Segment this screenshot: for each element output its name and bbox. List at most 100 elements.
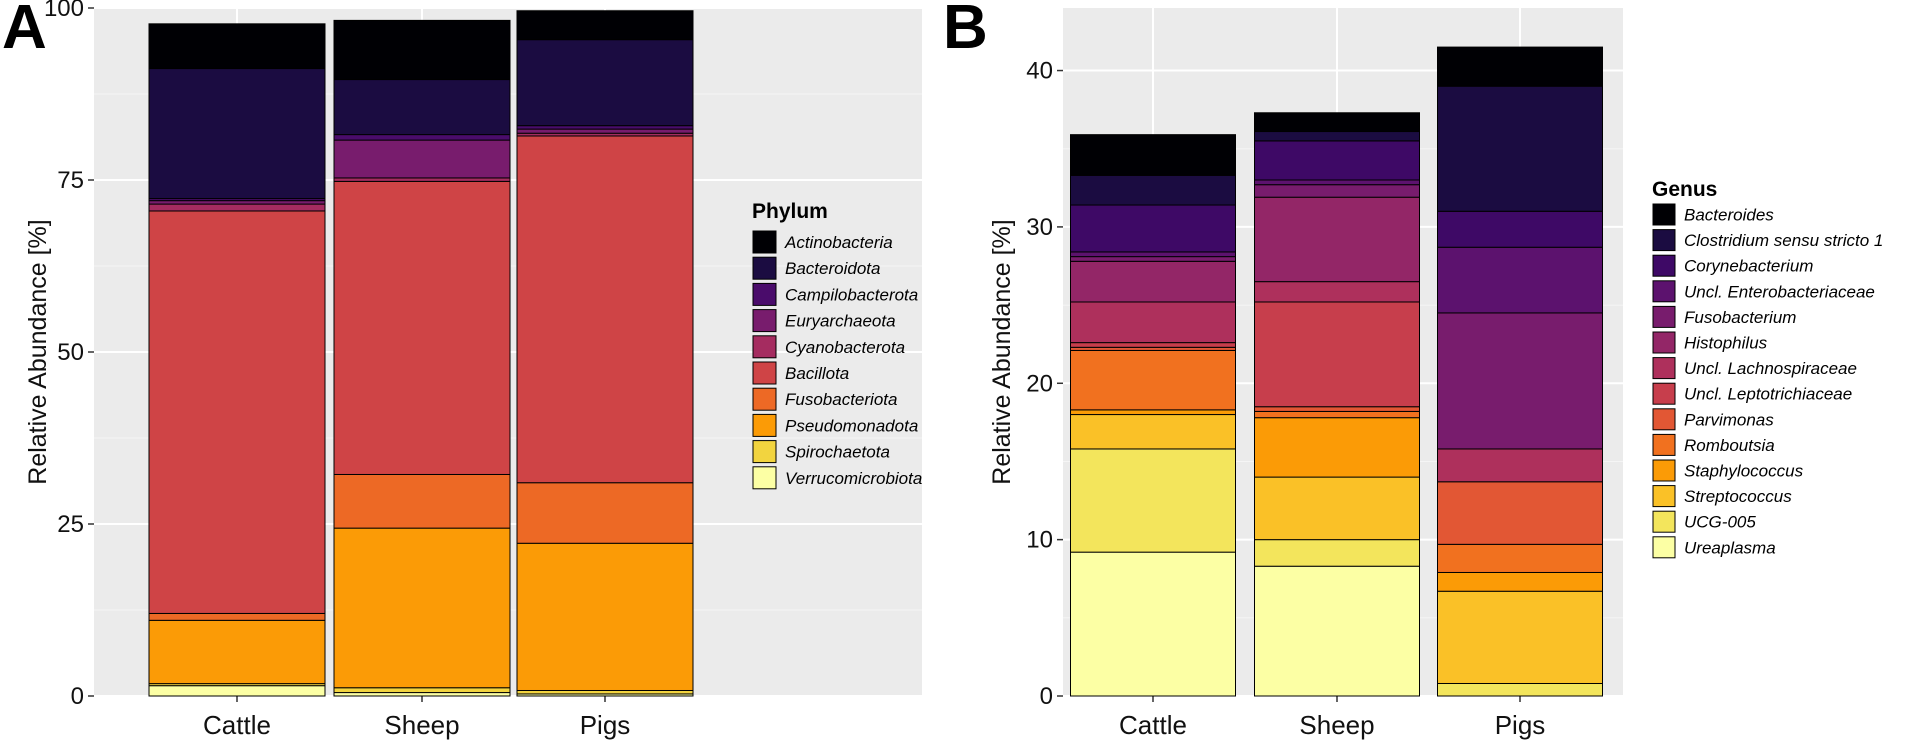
panel-a-legend-label: Bacteroidota — [785, 259, 880, 278]
panel-b-legend-label: Histophilus — [1684, 334, 1768, 353]
panel-a-legend-key — [752, 335, 777, 359]
panel-a-bar-segment — [148, 210, 326, 614]
panel-a-bar-segment — [148, 68, 326, 200]
panel-b-bar-segment — [1070, 448, 1236, 553]
panel-b-legend-key — [1652, 510, 1676, 533]
panel-a-legend-label: Bacillota — [785, 364, 849, 383]
panel-a-legend-label: Campilobacterota — [785, 285, 918, 304]
panel-b-bar-segment — [1254, 565, 1420, 697]
panel-b-bar-segment — [1437, 85, 1603, 212]
panel-b-bar-segment — [1437, 210, 1603, 248]
panel-a-legend-key — [752, 440, 777, 464]
panel-b-letter: B — [943, 0, 988, 62]
panel-b-bar-segment — [1070, 414, 1236, 450]
panel-a-legend-key — [752, 466, 777, 490]
panel-a-legend-key — [752, 361, 777, 385]
panel-a-bar-segment — [516, 542, 694, 691]
panel-b-bar-segment — [1254, 131, 1420, 142]
panel-b-legend-label: Parvimonas — [1684, 410, 1774, 429]
panel-b-legend-key — [1652, 229, 1676, 252]
panel-b-bar-segment — [1070, 174, 1236, 206]
panel-b-bar-segment — [1254, 410, 1420, 419]
panel-a-bar-segment — [516, 482, 694, 544]
panel-b-bar-segment — [1437, 543, 1603, 573]
panel-b-legend-key — [1652, 305, 1676, 328]
panel-a-bar-segment — [516, 689, 694, 695]
panel-b-legend-label: UCG-005 — [1684, 513, 1756, 532]
panel-a-y-tick-label: 75 — [57, 167, 84, 194]
panel-a-bar-segment — [333, 139, 511, 179]
panel-a-legend-key — [752, 309, 777, 333]
panel-a-legend-key — [752, 256, 777, 280]
panel-b-legend-key — [1652, 382, 1676, 405]
panel-b-legend-label: Streptococcus — [1684, 487, 1792, 506]
panel-a-bar-segment — [333, 692, 511, 697]
panel-b-legend-key — [1652, 331, 1676, 354]
panel-b-bar-segment — [1254, 140, 1420, 181]
panel-a-legend-title: Phylum — [752, 200, 828, 223]
panel-a-bar-segment — [148, 203, 326, 212]
panel-a-bar-segment — [333, 687, 511, 694]
panel-b: 0 10 20 30 40 Cattle Sheep Pigs Relative Abundan… — [943, 0, 1883, 740]
panel-a-x-tick-label: Cattle — [203, 710, 271, 740]
panel-a-bar-segment — [516, 128, 694, 134]
panel-b-y-tick-label: 0 — [1040, 683, 1053, 710]
panel-b-bar-segment — [1070, 204, 1236, 253]
panel-a-bar-segment — [333, 177, 511, 182]
panel-b-legend-key — [1652, 254, 1676, 277]
panel-b-legend-label: Uncl. Leptotrichiaceae — [1684, 385, 1852, 404]
panel-a-bar-segment — [516, 135, 694, 484]
panel-a-bar-segment — [333, 19, 511, 81]
panel-a-legend-key — [752, 387, 777, 411]
panel-b-legend-key — [1652, 203, 1676, 226]
panel-a-bar-segment — [333, 473, 511, 529]
panel-b-bar-segment — [1070, 256, 1236, 262]
panel-b-y-axis-label: Relative Abundance [%] — [988, 219, 1016, 484]
panel-b-bar-segment — [1437, 246, 1603, 314]
panel-b-bar-segment — [1254, 196, 1420, 283]
panel-a-bar-segment — [333, 527, 511, 689]
panel-b-legend-label: Bacteroides — [1684, 206, 1774, 225]
panel-a-legend-label: Actinobacteria — [784, 233, 893, 252]
panel-b-legend-label: Corynebacterium — [1684, 257, 1813, 276]
panel-b-bar-segment — [1070, 409, 1236, 416]
panel-b-bar-segment — [1437, 571, 1603, 592]
panel-a-legend-label: Fusobacteriota — [785, 390, 897, 409]
panel-a-legend-label: Euryarchaeota — [785, 312, 896, 331]
panel-a-bar-segment — [148, 23, 326, 70]
panel-b-bar-segment — [1254, 184, 1420, 198]
panel-b-bar-segment — [1254, 476, 1420, 541]
panel-a-bar-segment — [516, 39, 694, 127]
panel-b-legend-label: Fusobacterium — [1684, 308, 1796, 327]
panel-a-bar-segment — [516, 125, 694, 130]
panel-a-bar-segment — [333, 134, 511, 141]
panel-b-x-tick-label: Pigs — [1495, 710, 1546, 740]
panel-a-legend-key — [752, 230, 777, 254]
panel-b-bar-segment — [1254, 179, 1420, 186]
panel-b-y-tick-label: 10 — [1026, 527, 1053, 554]
panel-b-bar-segment — [1254, 417, 1420, 478]
panel-a-y-axis-label: Relative Abundance [%] — [24, 219, 52, 484]
panel-a-bar-segment — [516, 10, 694, 41]
panel-a-y-tick-label: 25 — [57, 511, 84, 538]
panel-b-legend-label: Romboutsia — [1684, 436, 1775, 455]
panel-a-bar-segment — [148, 612, 326, 621]
panel-b-y-tick-label: 30 — [1026, 214, 1053, 241]
panel-b-bar-segment — [1254, 112, 1420, 133]
panel-a-letter: A — [2, 0, 47, 62]
panel-a-legend-label: Verrucomicrobiota — [785, 469, 922, 488]
panel-a-legend-key — [752, 282, 777, 306]
panel-b-bar-segment — [1070, 349, 1236, 411]
panel-b-legend-key — [1652, 433, 1676, 456]
panel-a-legend-label: Cyanobacterota — [785, 338, 905, 357]
panel-b-legend-label: Staphylococcus — [1684, 462, 1804, 481]
panel-a-bar-segment — [148, 200, 326, 205]
panel-a-bar-segment — [333, 180, 511, 475]
panel-b-bar-segment — [1254, 301, 1420, 408]
panel-a-legend: Phylum Actinobacteria Bacteroidota Campilob… — [752, 200, 922, 490]
panel-b-y-tick-label: 40 — [1026, 58, 1053, 85]
panel-b-legend-label: Uncl. Lachnospiraceae — [1684, 359, 1857, 378]
panel-b-x-tick-label: Sheep — [1299, 710, 1374, 740]
panel-b-legend-label: Ureaplasma — [1684, 538, 1776, 557]
